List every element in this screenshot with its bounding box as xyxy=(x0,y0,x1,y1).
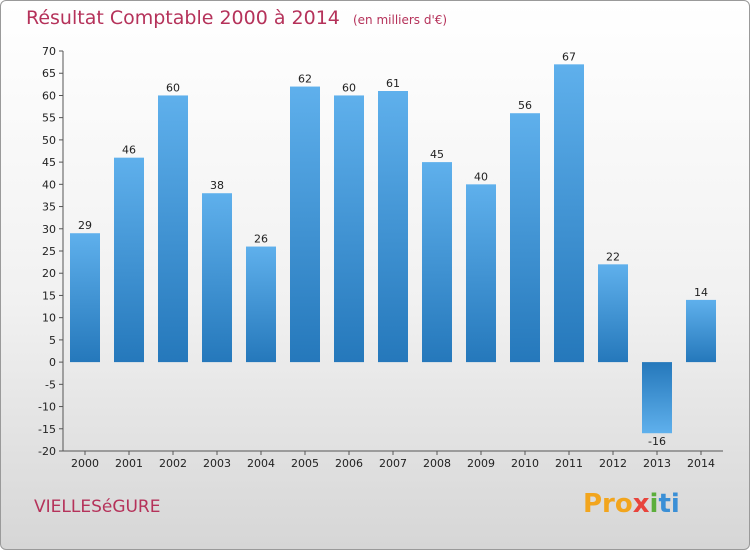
x-tick-label: 2010 xyxy=(511,457,539,470)
logo-part-3: i xyxy=(649,489,659,519)
bar-2006 xyxy=(334,95,364,363)
value-label-2006: 60 xyxy=(342,81,356,94)
y-tick-label: 70 xyxy=(42,45,56,58)
y-tick-label: 10 xyxy=(42,312,56,325)
value-label-2010: 56 xyxy=(518,99,532,112)
y-tick-label: 15 xyxy=(42,289,56,302)
bar-2005 xyxy=(290,86,320,363)
value-label-2013: -16 xyxy=(648,435,666,448)
value-label-2003: 38 xyxy=(210,179,224,192)
logo-part-4: ti xyxy=(658,489,680,519)
value-label-2014: 14 xyxy=(694,286,708,299)
bar-2010 xyxy=(510,113,540,363)
y-tick-label: -5 xyxy=(45,378,56,391)
x-tick-label: 2003 xyxy=(203,457,231,470)
y-tick-label: 65 xyxy=(42,67,56,80)
bar-2002 xyxy=(158,95,188,363)
logo-part-1: Pro xyxy=(583,489,633,519)
value-label-2011: 67 xyxy=(562,50,576,63)
bar-2014 xyxy=(686,299,716,363)
bar-2003 xyxy=(202,193,232,363)
x-tick-label: 2014 xyxy=(687,457,715,470)
y-tick-label: 45 xyxy=(42,156,56,169)
bar-2013 xyxy=(642,362,672,434)
y-tick-label: 55 xyxy=(42,112,56,125)
bar-2009 xyxy=(466,184,496,363)
x-tick-label: 2000 xyxy=(71,457,99,470)
commune-name: VIELLESéGURE xyxy=(34,497,161,517)
x-tick-label: 2009 xyxy=(467,457,495,470)
y-tick-label: 20 xyxy=(42,267,56,280)
x-tick-label: 2008 xyxy=(423,457,451,470)
bar-2012 xyxy=(598,264,628,363)
bar-2007 xyxy=(378,91,408,363)
value-label-2002: 60 xyxy=(166,81,180,94)
y-tick-label: 40 xyxy=(42,178,56,191)
chart-title: Résultat Comptable 2000 à 2014 (en milli… xyxy=(26,7,447,29)
chart-title-main: Résultat Comptable 2000 à 2014 xyxy=(26,7,340,29)
value-label-2000: 29 xyxy=(78,219,92,232)
bars xyxy=(70,64,716,434)
bar-2004 xyxy=(246,246,276,363)
y-tick-label: 25 xyxy=(42,245,56,258)
y-tick-label: 5 xyxy=(49,334,56,347)
value-label-2004: 26 xyxy=(254,233,268,246)
y-tick-label: 35 xyxy=(42,201,56,214)
y-tick-label: -10 xyxy=(38,401,56,414)
value-label-2008: 45 xyxy=(430,148,444,161)
x-tick-label: 2002 xyxy=(159,457,187,470)
logo-part-2: x xyxy=(632,489,650,519)
x-tick-label: 2011 xyxy=(555,457,583,470)
value-label-2001: 46 xyxy=(122,144,136,157)
value-labels: 29 46 60 38 26 62 60 61 45 40 56 67 22 -16 14 xyxy=(78,50,708,448)
x-tick-label: 2004 xyxy=(247,457,275,470)
value-label-2005: 62 xyxy=(298,73,312,86)
proxiti-logo: Proxiti xyxy=(583,489,680,519)
x-tick-label: 2006 xyxy=(335,457,363,470)
y-tick-label: -20 xyxy=(38,445,56,458)
bar-2001 xyxy=(114,157,144,363)
chart-title-unit: (en milliers d'€) xyxy=(352,13,448,27)
value-label-2009: 40 xyxy=(474,170,488,183)
x-tick-label: 2013 xyxy=(643,457,671,470)
x-tick-label: 2012 xyxy=(599,457,627,470)
value-label-2007: 61 xyxy=(386,77,400,90)
x-tick-label: 2005 xyxy=(291,457,319,470)
y-tick-label: 0 xyxy=(49,356,56,369)
y-tick-label: 60 xyxy=(42,89,56,102)
y-tick-label: 30 xyxy=(42,223,56,236)
bar-2000 xyxy=(70,233,100,363)
value-label-2012: 22 xyxy=(606,250,620,263)
bar-2011 xyxy=(554,64,584,363)
y-tick-label: -15 xyxy=(38,423,56,436)
y-tick-label: 50 xyxy=(42,134,56,147)
x-tick-label: 2001 xyxy=(115,457,143,470)
axes: -20 -15 -10 -5 0 5 10 15 20 25 30 35 40 45 50 55 60 65 70 2… xyxy=(38,45,723,470)
x-tick-label: 2007 xyxy=(379,457,407,470)
bar-2008 xyxy=(422,162,452,363)
